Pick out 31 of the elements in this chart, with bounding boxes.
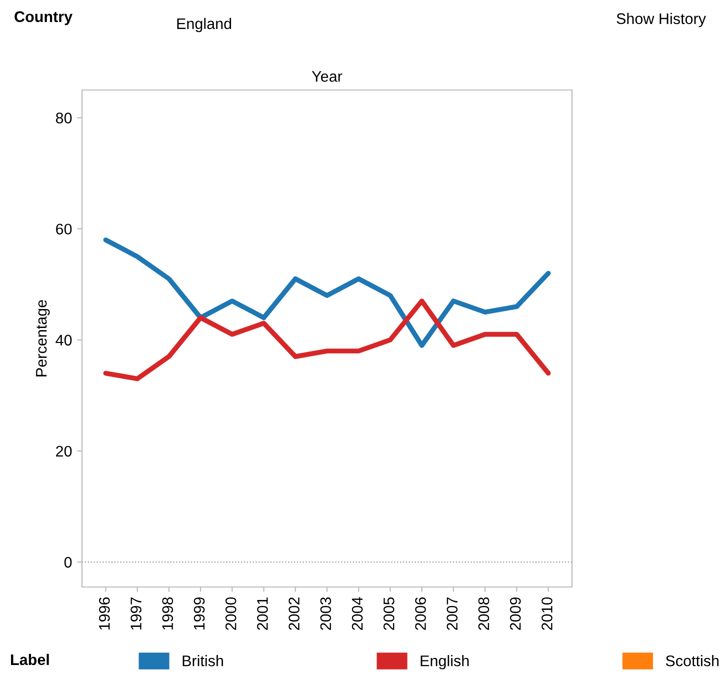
line-series (103, 298, 551, 382)
x-tick-label: 1996 (98, 597, 110, 630)
text: England (177, 18, 232, 32)
x-tick-label: 1999 (194, 597, 205, 630)
x-tick-label: 2005 (384, 597, 394, 630)
x-tick-label: 2010 (542, 597, 552, 630)
x-tick-label: 2001 (257, 597, 268, 630)
y-axis-title: Percentage (36, 300, 50, 376)
x-tick-label: 2000 (225, 597, 236, 630)
x-tick-label: 2008 (478, 597, 490, 630)
x-tick-label: 2006 (415, 597, 426, 630)
legend-label: English (420, 655, 469, 670)
x-tick-label: 2004 (352, 597, 363, 630)
x-tick-label: 2009 (510, 597, 521, 630)
x-tick-label: 2002 (288, 597, 300, 630)
line-series (103, 238, 551, 348)
x-tick-label: 1998 (162, 597, 174, 630)
x-tick-label: 2003 (320, 597, 332, 630)
x-axis-title: Year (312, 71, 342, 82)
legend-label: British (182, 655, 223, 666)
x-tick-label: 1997 (130, 597, 142, 630)
y-tick-label: 40 (56, 334, 72, 346)
text: Show History (616, 12, 706, 28)
y-tick-label: 20 (56, 446, 72, 457)
legend-title: Label (11, 654, 49, 666)
x-tick-label: 2007 (446, 597, 458, 630)
legend-label: Scottish (666, 655, 719, 666)
y-tick-label: 80 (56, 112, 72, 124)
text: Country (14, 11, 72, 26)
y-tick-label: 0 (64, 556, 72, 568)
y-tick-label: 60 (56, 224, 72, 235)
